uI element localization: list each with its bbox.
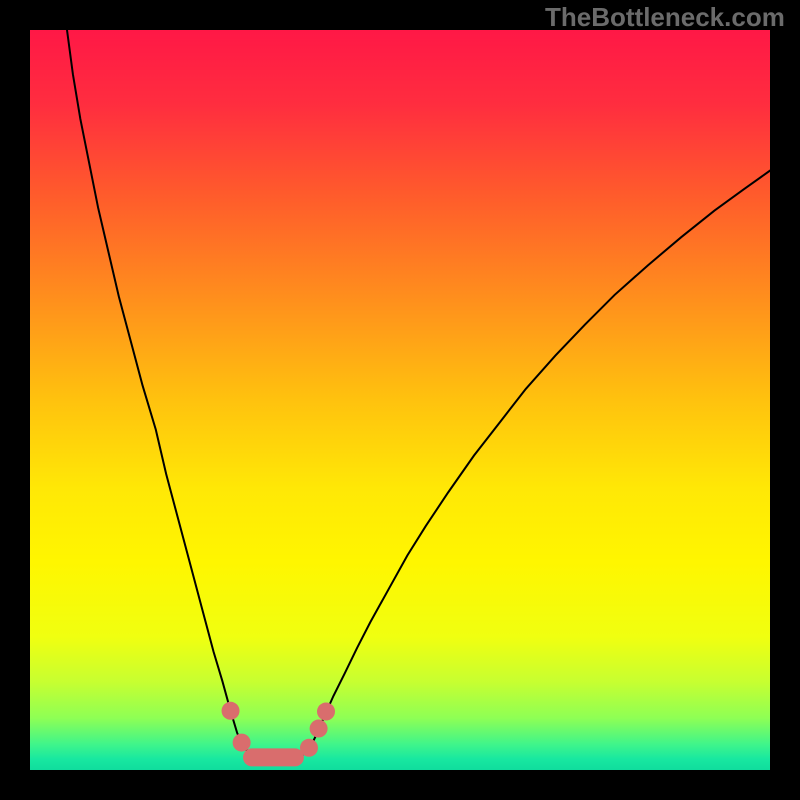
marker-dot [310,720,328,738]
marker-dot [317,703,335,721]
marker-dot [222,702,240,720]
chart-svg [0,0,800,800]
plot-background [30,30,770,770]
marker-dot [300,739,318,757]
watermark-text: TheBottleneck.com [545,2,785,33]
marker-dot [233,734,251,752]
